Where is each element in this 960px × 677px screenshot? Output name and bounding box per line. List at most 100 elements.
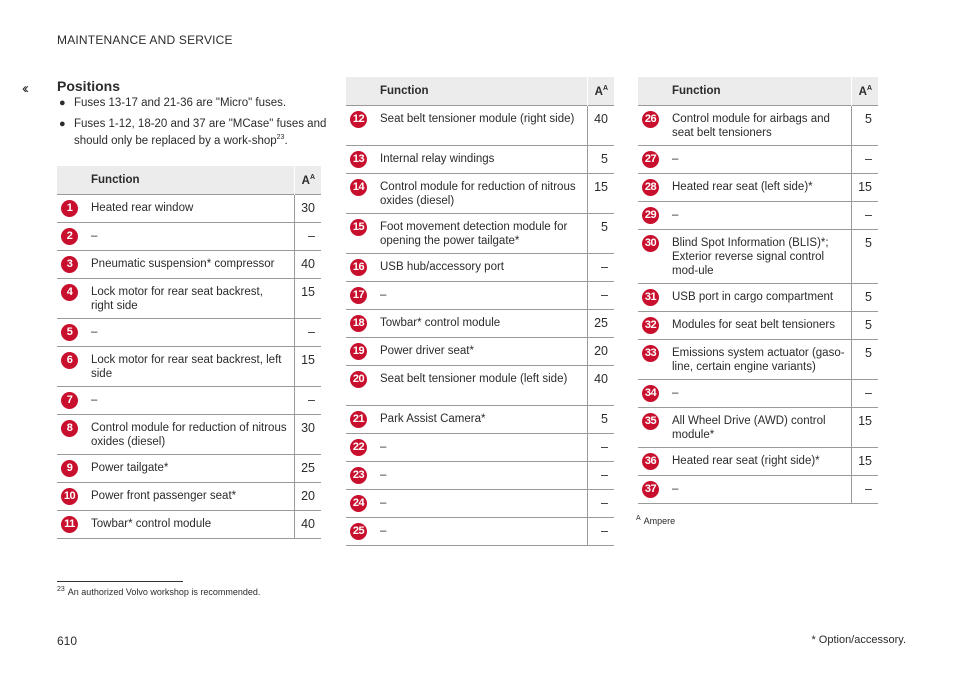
table-row: 18 Towbar* control module 25 [346, 309, 614, 338]
table-row: 8 Control module for reduction of nitrous… [57, 414, 321, 455]
footnote-text: An authorized Volvo workshop is recommen… [67, 587, 261, 597]
page-footnote: 23 An authorized Volvo workshop is recomm… [57, 586, 260, 597]
fuse-number-badge: 36 [642, 453, 659, 470]
amp-cell: 15 [851, 173, 878, 202]
header-amp: AA [587, 77, 614, 106]
fuse-number-cell: 24 [346, 489, 374, 518]
amp-cell: – [587, 489, 614, 518]
table-row: 17– – [346, 281, 614, 310]
fuse-number-badge: 14 [350, 179, 367, 196]
amp-cell: – [851, 379, 878, 408]
function-cell: Control module for reduction of nitrous … [85, 414, 296, 455]
table-row: 15 Foot movement detection module for ope… [346, 213, 614, 254]
fuse-number-cell: 13 [346, 145, 374, 174]
fuse-number-cell: 17 [346, 281, 374, 310]
bullet-text: Fuses 13-17 and 21-36 are "Micro" fuses. [74, 97, 287, 109]
amp-cell: – [851, 201, 878, 230]
fuse-number-badge: 24 [350, 495, 367, 512]
fuse-number-cell: 19 [346, 337, 374, 366]
fuse-number-badge: 20 [350, 371, 367, 388]
fuse-number-cell: 15 [346, 213, 374, 254]
fuse-number-badge: 16 [350, 259, 367, 276]
fuse-number-cell: 35 [638, 407, 666, 448]
footnote-ref[interactable]: 23 [276, 134, 285, 141]
amp-cell: 15 [851, 447, 878, 476]
function-cell: Heated rear seat (right side)* [666, 447, 853, 476]
fuse-number-badge: 37 [642, 481, 659, 498]
function-cell: All Wheel Drive (AWD) control module* [666, 407, 853, 448]
table-row: 7– – [57, 386, 321, 415]
function-cell: Power driver seat* [374, 337, 589, 366]
header-function: Function [374, 77, 589, 106]
fuse-number-badge: 27 [642, 151, 659, 168]
fuse-number-badge: 23 [350, 467, 367, 484]
table-row: 34– – [638, 379, 878, 408]
fuse-number-badge: 5 [61, 324, 78, 341]
amp-cell: 15 [294, 346, 321, 387]
fuse-number-badge: 10 [61, 488, 78, 505]
amp-cell: 40 [587, 105, 614, 146]
table-row: 31 USB port in cargo compartment 5 [638, 283, 878, 312]
table-header-row: Function AA [346, 77, 614, 106]
amp-cell: 5 [851, 311, 878, 340]
function-cell: USB hub/accessory port [374, 253, 589, 282]
fuse-number-cell: 28 [638, 173, 666, 202]
fuse-number-badge: 28 [642, 179, 659, 196]
fuse-number-cell: 29 [638, 201, 666, 230]
fuse-number-badge: 9 [61, 460, 78, 477]
function-cell: – [374, 517, 589, 546]
fuse-number-cell: 32 [638, 311, 666, 340]
function-cell: – [666, 201, 853, 230]
table-row: 24– – [346, 489, 614, 518]
bullet-item: ● Fuses 1-12, 18-20 and 37 are "MCase" fu… [57, 117, 327, 148]
function-cell: Heated rear window [85, 194, 296, 223]
amp-cell: 40 [587, 365, 614, 406]
function-cell: Blind Spot Information (BLIS)*; Exterior… [666, 229, 853, 284]
table-row: 32 Modules for seat belt tensioners 5 [638, 311, 878, 340]
footnote-mark: 23 [57, 586, 65, 593]
table-row: 26 Control module for airbags and seat be… [638, 105, 878, 146]
fuse-number-badge: 29 [642, 207, 659, 224]
bullet-item: ● Fuses 13-17 and 21-36 are "Micro" fuses… [57, 96, 327, 110]
amp-cell: 5 [587, 145, 614, 174]
amp-cell: 5 [851, 105, 878, 146]
fuse-number-cell: 22 [346, 433, 374, 462]
fuse-number-badge: 4 [61, 284, 78, 301]
table-row: 33 Emissions system actuator (gaso-line, … [638, 339, 878, 380]
fuse-number-cell: 12 [346, 105, 374, 146]
table-row: 19 Power driver seat* 20 [346, 337, 614, 366]
table-row: 35 All Wheel Drive (AWD) control module* 1… [638, 407, 878, 448]
function-cell: – [374, 281, 589, 310]
footnote-mark: A [636, 515, 641, 522]
amp-cell: – [851, 475, 878, 504]
function-cell: Towbar* control module [374, 309, 589, 338]
table-header-row: Function AA [638, 77, 878, 106]
fuse-number-badge: 1 [61, 200, 78, 217]
function-cell: Emissions system actuator (gaso-line, ce… [666, 339, 853, 380]
fuse-number-badge: 21 [350, 411, 367, 428]
function-cell: Control module for reduction of nitrous … [374, 173, 589, 214]
amp-cell: 5 [851, 339, 878, 380]
table-row: 25– – [346, 517, 614, 546]
fuse-number-badge: 2 [61, 228, 78, 245]
page-number: 610 [57, 634, 78, 648]
fuse-number-cell: 16 [346, 253, 374, 282]
fuse-number-badge: 34 [642, 385, 659, 402]
fuse-number-cell: 14 [346, 173, 374, 214]
fuse-number-badge: 35 [642, 413, 659, 430]
function-cell: Seat belt tensioner module (right side) [374, 105, 589, 146]
amp-cell: – [587, 253, 614, 282]
fuse-number-badge: 15 [350, 219, 367, 236]
fuse-number-badge: 22 [350, 439, 367, 456]
back-arrows-icon[interactable]: ‹‹ [22, 80, 29, 97]
fuse-number-badge: 31 [642, 289, 659, 306]
table-row: 6 Lock motor for rear seat backrest, left… [57, 346, 321, 387]
bullet-dot-icon: ● [59, 118, 66, 130]
function-cell: – [374, 433, 589, 462]
table-row: 13 Internal relay windings 5 [346, 145, 614, 174]
table-row: 12 Seat belt tensioner module (right side… [346, 105, 614, 146]
fuse-number-badge: 7 [61, 392, 78, 409]
fuse-number-badge: 8 [61, 420, 78, 437]
function-cell: Control module for airbags and seat belt… [666, 105, 853, 146]
fuse-number-cell: 10 [57, 482, 85, 511]
